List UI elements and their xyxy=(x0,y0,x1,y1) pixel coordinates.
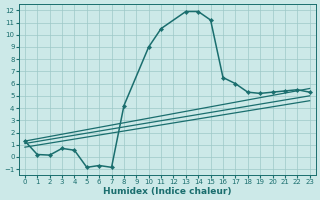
X-axis label: Humidex (Indice chaleur): Humidex (Indice chaleur) xyxy=(103,187,232,196)
